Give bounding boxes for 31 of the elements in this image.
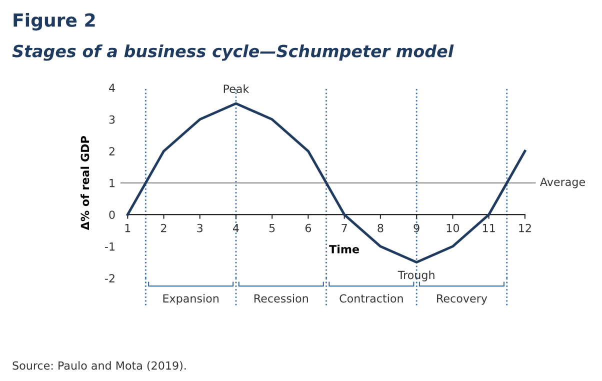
annotation: Peak: [224, 84, 250, 94]
y-axis-title: Δ% of real GDP: [80, 136, 90, 230]
x-axis-title: Time: [329, 244, 359, 254]
text: Recession: [254, 294, 308, 303]
x-tick-label: 12: [519, 224, 531, 232]
ref-line-label: Average: [540, 178, 585, 188]
y-tick-label: 0: [109, 210, 115, 220]
chart-subtitle: Stages of a business cycle—Schumpeter model: [12, 44, 454, 61]
y-tick-label: 2: [109, 147, 114, 156]
y-tick-label: -1: [105, 242, 115, 251]
x-tick-label: 7: [342, 224, 347, 232]
text: Recovery: [437, 294, 488, 305]
text: Expansion: [163, 294, 218, 305]
x-tick-label: 2: [161, 224, 166, 232]
y-tick-label: 1: [110, 179, 115, 188]
x-tick-label: 11: [482, 224, 495, 232]
x-tick-label: 5: [269, 224, 275, 232]
x-tick-label: 10: [446, 224, 460, 232]
x-tick-label: 3: [197, 224, 203, 232]
text: Contraction: [340, 294, 403, 303]
chart-title: Figure 2: [14, 12, 95, 31]
x-tick-label: 8: [378, 224, 384, 232]
y-tick-label: -2: [105, 274, 114, 282]
x-tick-label: 4: [232, 224, 239, 232]
y-tick-label: 3: [109, 115, 115, 124]
source-note: Source: Paulo and Mota (2019).: [12, 361, 186, 372]
x-tick-label: 9: [414, 224, 420, 232]
annotation: Trough: [398, 270, 434, 282]
x-tick-label: 6: [305, 224, 312, 232]
y-tick-label: 4: [109, 84, 115, 92]
x-tick-label: 1: [125, 224, 130, 232]
